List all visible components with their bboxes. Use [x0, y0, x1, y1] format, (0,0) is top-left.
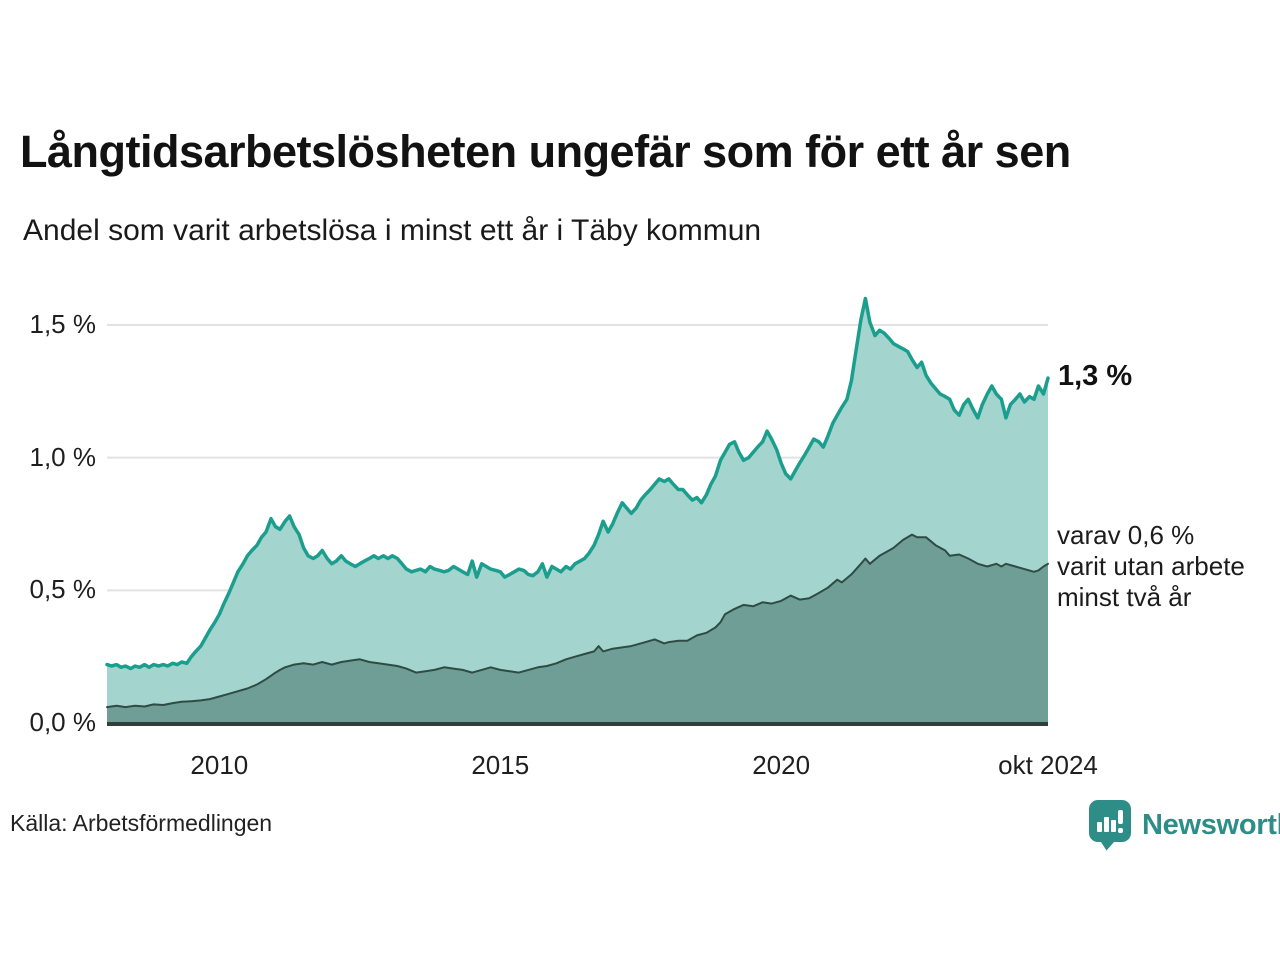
two-year-annotation: varav 0,6 % varit utan arbete minst två … [1057, 520, 1245, 613]
newsworthy-logo-icon [1089, 800, 1131, 851]
source-note: Källa: Arbetsförmedlingen [10, 810, 273, 836]
newsworthy-logo: Newsworthy [1088, 799, 1280, 851]
two-year-annotation-line: varit utan arbete [1057, 551, 1245, 581]
y-tick-label: 1,0 % [29, 441, 97, 472]
y-tick-label: 0,5 % [29, 574, 97, 605]
y-tick-label: 1,5 % [29, 309, 97, 339]
series-area-1 [107, 534, 1048, 723]
series-line-0 [105, 296, 1050, 671]
x-tick-label: 2010 [190, 750, 249, 780]
newsworthy-logo-text: Newsworthy [1142, 808, 1280, 841]
x-tick-label: 2015 [471, 750, 530, 780]
x-tick-label: 2020 [752, 750, 811, 780]
page-subtitle: Andel som varit arbetslösa i minst ett å… [23, 214, 762, 247]
two-year-annotation-line: minst två år [1057, 582, 1192, 612]
series-line-1 [106, 533, 1049, 709]
two-year-annotation-line: varav 0,6 % [1057, 520, 1195, 550]
y-tick-label: 0,0 % [29, 707, 97, 737]
page-title: Långtidsarbetslösheten ungefär som för e… [20, 126, 1071, 177]
last-value-annotation: 1,3 % [1058, 360, 1133, 392]
x-tick-label: okt 2024 [998, 750, 1098, 780]
